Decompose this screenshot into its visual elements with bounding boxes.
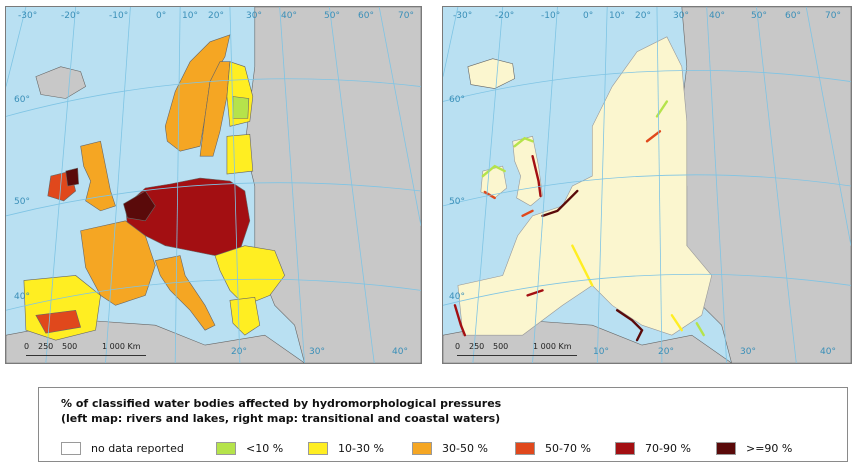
left-lon-label: 20° bbox=[208, 11, 224, 21]
left-bottom-label: 20° bbox=[231, 347, 247, 357]
map-legend: % of classified water bodies affected by… bbox=[38, 387, 848, 462]
right-scale-start: 0 bbox=[455, 342, 461, 351]
left-lat-label: 60° bbox=[14, 95, 30, 105]
left-lon-label: -10° bbox=[109, 11, 129, 21]
left-region-iberia-red bbox=[35, 309, 82, 334]
left-scale-end: 1 000 Km bbox=[102, 342, 141, 351]
left-lon-label: 0° bbox=[156, 11, 167, 21]
legend-item-no-data: no data reported bbox=[61, 440, 184, 456]
right-scale-end: 1 000 Km bbox=[533, 342, 572, 351]
right-lon-label: -10° bbox=[541, 11, 561, 21]
left-region-balkans bbox=[214, 245, 285, 306]
legend-label: <10 % bbox=[246, 441, 284, 455]
right-bottom-label: 10° bbox=[593, 347, 609, 357]
legend-label: 10-30 % bbox=[338, 441, 384, 455]
left-region-baltics bbox=[226, 133, 254, 175]
left-lon-label: 70° bbox=[398, 11, 414, 21]
left-lon-label: 60° bbox=[358, 11, 374, 21]
right-lon-label: 60° bbox=[785, 11, 801, 21]
left-lon-label: -30° bbox=[18, 11, 38, 21]
right-lon-label: 0° bbox=[583, 11, 594, 21]
right-bottom-label: 30° bbox=[740, 347, 756, 357]
left-scale-half: 500 bbox=[62, 342, 78, 351]
right-lon-label: -20° bbox=[495, 11, 515, 21]
left-lon-label: 10° bbox=[182, 11, 198, 21]
left-map-svg bbox=[6, 7, 421, 363]
left-lat-label: 40° bbox=[14, 292, 30, 302]
left-lon-label: 30° bbox=[246, 11, 262, 21]
right-graticule bbox=[443, 7, 851, 363]
right-land-uk bbox=[512, 135, 543, 207]
left-region-italy bbox=[154, 255, 216, 331]
right-lat-label: 40° bbox=[449, 292, 465, 302]
left-lon-label: 40° bbox=[281, 11, 297, 21]
left-scale-start: 0 bbox=[24, 342, 30, 351]
legend-label: 70-90 % bbox=[645, 441, 691, 455]
left-lat-label: 50° bbox=[14, 197, 30, 207]
right-lon-label: 40° bbox=[709, 11, 725, 21]
legend-item-10-30: 10-30 % bbox=[308, 440, 384, 456]
right-lat-label: 60° bbox=[449, 95, 465, 105]
legend-label: no data reported bbox=[91, 441, 184, 455]
legend-title-line2: (left map: rivers and lakes, right map: … bbox=[61, 412, 501, 425]
legend-item-lt10: <10 % bbox=[216, 440, 283, 456]
left-scale-bar bbox=[26, 355, 146, 356]
right-lon-label: 70° bbox=[825, 11, 841, 21]
legend-item-gte90: >=90 % bbox=[716, 440, 792, 456]
legend-swatch-icon bbox=[308, 441, 328, 455]
legend-item-50-70: 50-70 % bbox=[515, 440, 591, 456]
left-region-benelux bbox=[123, 190, 156, 222]
left-land-iceland bbox=[35, 66, 86, 99]
left-region-france bbox=[80, 220, 156, 306]
right-bottom-label: 20° bbox=[658, 347, 674, 357]
legend-swatch-icon bbox=[216, 441, 236, 455]
left-region-central-europe bbox=[125, 177, 251, 256]
legend-label: 30-50 % bbox=[442, 441, 488, 455]
left-land-east bbox=[244, 7, 421, 363]
right-lon-label: 10° bbox=[609, 11, 625, 21]
legend-swatch-icon bbox=[515, 441, 535, 455]
legend-item-70-90: 70-90 % bbox=[615, 440, 691, 456]
right-map-panel: -30° -20° -10° 0° 10° 20° 30° 40° 50° 60… bbox=[442, 6, 852, 364]
right-lon-label: 30° bbox=[673, 11, 689, 21]
right-map-svg bbox=[443, 7, 851, 363]
legend-title-line1: % of classified water bodies affected by… bbox=[61, 397, 502, 410]
right-coastlines bbox=[453, 100, 705, 342]
right-land-iceland bbox=[467, 58, 515, 89]
left-scale-mid: 250 bbox=[38, 342, 54, 351]
right-bottom-label: 40° bbox=[820, 347, 836, 357]
right-lon-label: -30° bbox=[453, 11, 473, 21]
right-scale-bar bbox=[457, 355, 577, 356]
right-lat-label: 50° bbox=[449, 197, 465, 207]
left-lon-label: -20° bbox=[61, 11, 81, 21]
left-bottom-label: 30° bbox=[309, 347, 325, 357]
legend-swatch-icon bbox=[716, 441, 736, 455]
legend-label: >=90 % bbox=[746, 441, 793, 455]
left-graticule bbox=[6, 7, 421, 363]
right-scale-mid: 250 bbox=[469, 342, 485, 351]
right-lon-label: 50° bbox=[751, 11, 767, 21]
right-scale-half: 500 bbox=[493, 342, 509, 351]
left-region-ni bbox=[65, 167, 79, 187]
legend-label: 50-70 % bbox=[545, 441, 591, 455]
legend-swatch-icon bbox=[61, 441, 81, 455]
legend-swatch-icon bbox=[412, 441, 432, 455]
legend-item-30-50: 30-50 % bbox=[412, 440, 488, 456]
left-region-greece bbox=[229, 297, 261, 336]
left-lon-label: 50° bbox=[324, 11, 340, 21]
right-lon-label: 20° bbox=[635, 11, 651, 21]
left-bottom-label: 40° bbox=[392, 347, 408, 357]
right-land-eu bbox=[457, 36, 713, 336]
left-map-panel: -30° -20° -10° 0° 10° 20° 30° 40° 50° 60… bbox=[5, 6, 422, 364]
left-region-finland-south bbox=[232, 96, 250, 119]
legend-swatch-icon bbox=[615, 441, 635, 455]
left-region-uk bbox=[80, 140, 116, 212]
